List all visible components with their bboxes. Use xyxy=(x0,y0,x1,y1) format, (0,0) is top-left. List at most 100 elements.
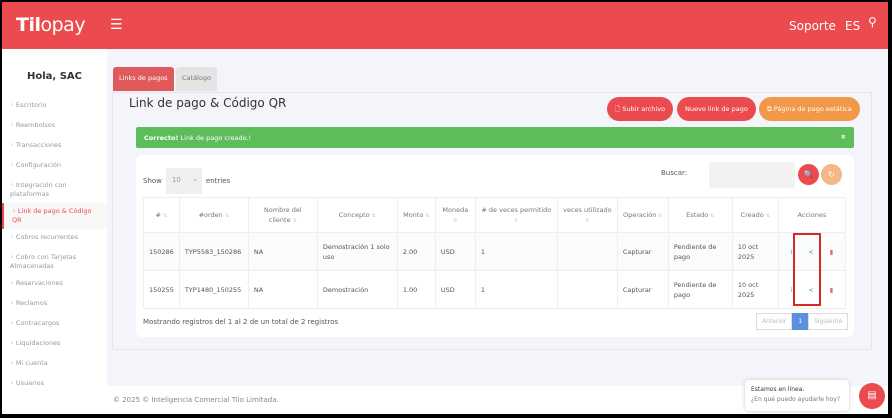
header-label: Estado xyxy=(686,210,709,219)
page-1-button[interactable]: 1 xyxy=(792,313,809,330)
chevron-down-icon: ⌄ xyxy=(192,175,198,183)
tilopay-logo[interactable]: Tilopay xyxy=(16,14,86,36)
sidebar-item[interactable]: ◦ Reservaciones xyxy=(2,275,107,295)
new-payment-link-button[interactable]: Nuevo link de pago xyxy=(677,97,756,121)
info-icon[interactable]: i xyxy=(790,247,793,256)
sort-icon[interactable]: ⇅ xyxy=(425,212,430,219)
column-header[interactable]: Concepto ⇅ xyxy=(316,197,398,233)
sliders-icon: ◦ xyxy=(10,161,14,169)
table-cell: NA xyxy=(247,232,318,271)
search-button[interactable]: 🔍 xyxy=(798,164,819,185)
sidebar-item[interactable]: ◦ Mi cuenta xyxy=(2,355,107,375)
tab-catalogo[interactable]: Catálogo xyxy=(176,67,217,91)
actions-cell: i < ▮ xyxy=(777,270,846,309)
support-link[interactable]: Soporte xyxy=(789,19,836,33)
sidebar-item[interactable]: ◦ Cobro con Tarjetas Almacenadas xyxy=(2,249,107,275)
static-payment-page-button[interactable]: ⧉ Página de pago estática xyxy=(759,97,860,121)
table-cell: NA xyxy=(247,270,318,309)
table-cell: 150255 xyxy=(143,270,180,309)
header-label: Creado xyxy=(740,210,764,219)
static-label: Página de pago estática xyxy=(773,105,852,113)
column-header[interactable]: Operación ⇅ xyxy=(616,197,669,233)
sort-icon[interactable]: ⇅ xyxy=(710,212,715,219)
upload-file-button[interactable]: 🗋 Subir archivo xyxy=(607,97,674,121)
trash-icon[interactable]: ▮ xyxy=(829,285,834,294)
table-cell: TYP5583_150286 xyxy=(178,232,249,271)
pagination: Anterior 1 Siguiente xyxy=(756,313,849,330)
sidebar-item[interactable]: ◦ Transacciones xyxy=(2,137,107,157)
trash-icon[interactable]: ▮ xyxy=(829,247,834,256)
sort-icon[interactable]: ⇅ xyxy=(765,212,771,219)
column-header[interactable]: #orden ⇅ xyxy=(178,197,249,233)
close-icon[interactable]: ✖ xyxy=(840,133,846,141)
table-card: Show 10 ⌄ entries Buscar: 🔍 ↻ # ⇅ #orden ⇅… xyxy=(136,155,854,337)
column-header[interactable]: # ⇅ xyxy=(143,197,180,233)
column-header[interactable]: Estado ⇅ xyxy=(667,197,733,233)
header-label: Monto xyxy=(403,210,424,219)
users-icon: ◦ xyxy=(10,379,14,387)
sidebar-item[interactable]: ◦ Configuración xyxy=(2,157,107,177)
sidebar-item[interactable]: ◦ Escritorio xyxy=(2,97,107,117)
table-cell: Capturar xyxy=(616,232,669,271)
sidebar-item[interactable]: ◦ Reclamos xyxy=(2,295,107,315)
sidebar-item[interactable]: ◦ Contracargos xyxy=(2,315,107,335)
sidebar-item[interactable]: ◦ Link de pago & Código QR xyxy=(2,203,107,229)
sort-icon[interactable]: ⇅ xyxy=(371,212,376,219)
sort-icon[interactable]: ⇅ xyxy=(658,212,663,219)
table-cell: 2.00 xyxy=(396,232,436,271)
cart-icon: ◦ xyxy=(10,181,14,189)
user-icon[interactable]: ⚲ xyxy=(868,15,877,29)
column-header[interactable]: # de veces permitido ⇅ xyxy=(474,197,558,233)
sidebar-item[interactable]: ◦ Liquidaciones xyxy=(2,335,107,355)
search-input[interactable] xyxy=(709,162,795,188)
sidebar-item-label: Cobro con Tarjetas Almacenadas xyxy=(10,253,77,270)
tab-links-de-pagos[interactable]: Links de pagos xyxy=(113,67,174,91)
next-page-button[interactable]: Siguiente xyxy=(808,313,849,330)
language-selector[interactable]: ES xyxy=(845,19,861,33)
receipt-icon: ◦ xyxy=(10,141,14,149)
column-header[interactable]: Moneda ⇅ xyxy=(434,197,476,233)
sort-icon[interactable]: ⇅ xyxy=(224,212,230,219)
header-label: Moneda xyxy=(442,205,469,214)
actions-cell: i < ▮ xyxy=(777,232,846,271)
app-window: Tilopay ☰ Soporte ES ⚲ Hola, SAC ◦ Escri… xyxy=(2,2,888,414)
table-cell: USD xyxy=(434,232,476,271)
table-cell: 1 xyxy=(474,270,558,309)
sidebar-item-label: Usuarios xyxy=(15,379,45,387)
sort-icon[interactable]: ⇅ xyxy=(585,217,590,224)
chat-icon[interactable]: ▤ xyxy=(859,383,885,409)
sidebar-item-label: Liquidaciones xyxy=(15,339,61,347)
sort-icon[interactable]: ⇅ xyxy=(514,217,519,224)
chat-bubble[interactable]: Estamos en línea. ¿En qué puedo ayudarle … xyxy=(745,380,849,411)
column-header[interactable]: Acciones xyxy=(777,197,846,233)
prev-page-button[interactable]: Anterior xyxy=(756,313,793,330)
hamburger-icon[interactable]: ☰ xyxy=(110,17,123,33)
table-cell: 10 oct 2025 xyxy=(731,270,779,309)
sidebar-item-label: Reservaciones xyxy=(15,279,63,287)
table-row: 150255 TYP1480_150255 NA Demostración 1.00 US… xyxy=(143,270,846,309)
sidebar: Hola, SAC ◦ Escritorio ◦ Reembolsos ◦ Tran… xyxy=(2,49,107,414)
sort-icon[interactable]: ⇅ xyxy=(453,217,458,224)
info-icon[interactable]: i xyxy=(790,285,793,294)
column-header[interactable]: veces utilizado ⇅ xyxy=(556,197,618,233)
reset-button[interactable]: ↻ xyxy=(821,164,842,185)
header-label: #orden xyxy=(198,210,223,219)
sort-icon[interactable]: ⇅ xyxy=(163,212,168,219)
highlight-box xyxy=(793,233,821,306)
sidebar-item[interactable]: ◦ Integración con plataformas xyxy=(2,177,107,203)
column-header[interactable]: Nombre del cliente ⇅ xyxy=(247,197,318,233)
column-header[interactable]: Creado ⇅ xyxy=(731,197,779,233)
share-icon[interactable]: < xyxy=(808,247,814,256)
cycle-icon: ◦ xyxy=(10,233,14,241)
sidebar-item[interactable]: ◦ Reembolsos xyxy=(2,117,107,137)
header-label: # xyxy=(155,210,161,219)
sort-icon[interactable]: ⇅ xyxy=(292,217,297,224)
share-icon[interactable]: < xyxy=(808,285,814,294)
column-header[interactable]: Monto ⇅ xyxy=(396,197,436,233)
sidebar-item[interactable]: ◦ Usuarios xyxy=(2,375,107,395)
table-cell: 1.00 xyxy=(396,270,436,309)
sidebar-item[interactable]: ◦ Cobros recurrentes xyxy=(2,229,107,249)
entries-select[interactable]: 10 ⌄ xyxy=(165,168,202,194)
database-icon: ◦ xyxy=(10,253,14,261)
page-title: Link de pago & Código QR xyxy=(129,96,287,110)
